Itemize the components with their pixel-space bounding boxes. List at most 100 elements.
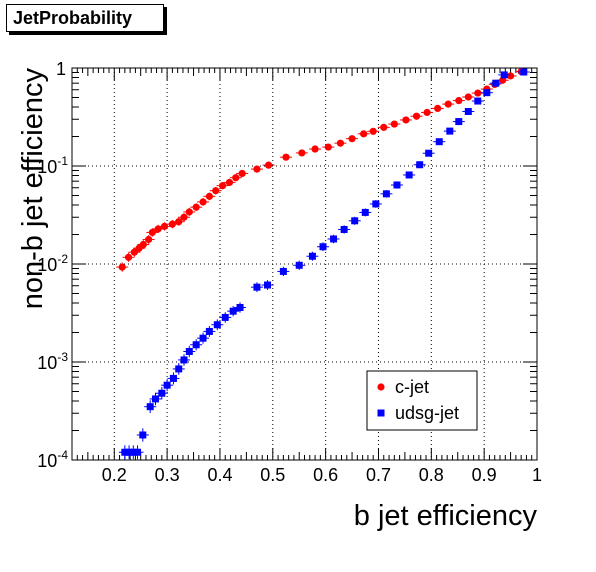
udsg-jet-point — [455, 118, 463, 126]
legend-label-c-jet: c-jet — [395, 377, 429, 397]
udsg-jet-point — [163, 381, 171, 389]
udsg-jet-point — [492, 79, 500, 87]
udsg-jet-point — [474, 97, 482, 105]
udsg-jet-point — [264, 281, 272, 289]
udsg-jet-point — [221, 313, 229, 321]
c-jet-point — [412, 112, 421, 120]
x-tick-label: 0.7 — [366, 465, 391, 485]
c-jet-point — [232, 174, 240, 182]
legend-label-udsg-jet: udsg-jet — [395, 403, 459, 423]
udsg-jet-point — [151, 395, 159, 403]
c-jet-point — [324, 143, 332, 151]
udsg-jet-point — [175, 365, 183, 373]
udsg-jet-point — [382, 190, 390, 198]
udsg-jet-point — [435, 138, 443, 146]
c-jet-point — [148, 228, 156, 237]
x-tick-label: 0.9 — [472, 465, 497, 485]
udsg-jet-point — [213, 321, 221, 329]
y-tick-label: 10-4 — [37, 448, 68, 471]
c-jet-point — [444, 100, 452, 108]
legend-box — [366, 370, 478, 431]
x-tick-label: 0.5 — [260, 465, 285, 485]
c-jet-point — [139, 240, 147, 249]
legend-marker-c-jet — [377, 383, 385, 391]
y-tick-label: 10-1 — [37, 154, 68, 177]
c-jet-point — [474, 89, 482, 97]
udsg-jet-point — [500, 71, 508, 79]
c-jet-point — [434, 104, 442, 113]
udsg-jet-point — [205, 327, 213, 335]
c-jet-point — [145, 235, 153, 244]
c-jet-point — [311, 145, 319, 153]
c-jet-point — [130, 248, 138, 256]
c-jet-point — [154, 225, 162, 233]
udsg-jet-point — [185, 347, 193, 355]
udsg-jet-point — [169, 374, 177, 382]
udsg-jet-point — [405, 171, 413, 179]
c-jet-point — [348, 135, 356, 143]
c-jet-point — [390, 120, 398, 128]
c-jet-point — [124, 253, 133, 261]
x-tick-label: 0.6 — [313, 465, 338, 485]
c-jet-point — [175, 218, 183, 226]
udsg-jet-point — [351, 217, 359, 225]
c-jet-point — [369, 127, 377, 135]
udsg-jet-point — [361, 208, 369, 216]
c-jet-point — [160, 222, 169, 230]
udsg-jet-point — [416, 161, 424, 169]
y-tick-label: 10-2 — [37, 252, 68, 275]
c-jet-point — [253, 165, 261, 173]
c-jet-point — [205, 192, 213, 200]
c-jet-point — [499, 76, 507, 84]
c-jet-point — [380, 123, 388, 131]
chart-title: JetProbability — [6, 4, 164, 32]
udsg-jet-point — [425, 149, 433, 157]
udsg-jet-point — [330, 235, 338, 243]
udsg-jet-point — [372, 200, 380, 208]
c-jet-point — [180, 213, 188, 221]
udsg-jet-point — [295, 261, 303, 269]
c-jet-point — [199, 198, 207, 206]
c-jet-point — [118, 263, 126, 271]
x-tick-label: 1 — [532, 465, 542, 485]
c-jet-point — [402, 116, 410, 124]
udsg-jet-point — [483, 89, 491, 97]
udsg-jet-point — [199, 334, 207, 342]
udsg-jet-point — [446, 127, 454, 135]
c-jet-point — [238, 169, 246, 178]
udsg-jet-point — [236, 303, 244, 311]
x-tick-label: 0.4 — [207, 465, 232, 485]
udsg-jet-point — [253, 283, 261, 291]
c-jet-point — [212, 187, 220, 195]
udsg-jet-point — [279, 267, 287, 275]
udsg-jet-point — [340, 225, 348, 233]
x-tick-label: 0.2 — [102, 465, 127, 485]
x-tick-label: 0.8 — [419, 465, 444, 485]
udsg-jet-point — [139, 431, 147, 439]
udsg-jet-point — [464, 107, 472, 115]
udsg-jet-point — [192, 341, 200, 349]
c-jet-point — [185, 208, 193, 216]
y-axis-title: non-b jet efficiency — [17, 68, 49, 310]
udsg-jet-point — [158, 389, 166, 397]
udsg-jet-point — [520, 68, 528, 76]
c-jet-point — [360, 130, 368, 138]
udsg-jet-point — [308, 252, 316, 260]
c-jet-point — [298, 149, 306, 157]
c-jet-point — [264, 161, 273, 169]
udsg-jet-point — [134, 448, 142, 456]
legend-marker-udsg-jet — [377, 409, 385, 417]
udsg-jet-point — [180, 356, 188, 364]
c-jet-point — [282, 153, 290, 161]
x-axis-title: b jet efficiency — [354, 500, 538, 532]
c-jet-point — [464, 93, 472, 101]
c-jet-point — [506, 72, 515, 80]
c-jet-point — [192, 203, 200, 211]
x-tick-label: 0.3 — [155, 465, 180, 485]
c-jet-point — [225, 178, 234, 187]
c-jet-point — [168, 220, 176, 228]
c-jet-point — [218, 182, 227, 190]
udsg-jet-point — [146, 403, 154, 411]
udsg-jet-point — [393, 181, 401, 189]
